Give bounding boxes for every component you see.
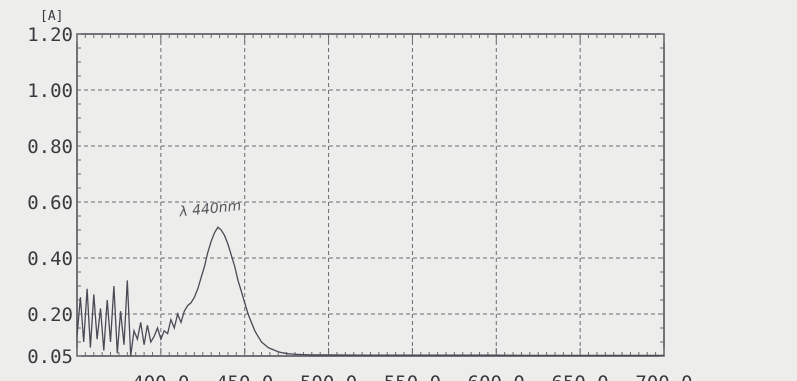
- series-line: [76, 226, 664, 357]
- tick-marks: [76, 33, 665, 357]
- x-tick-label: 450.0: [216, 372, 273, 381]
- y-tick-labels: 1.20 1.00 0.80 0.60 0.40 0.20 0.05: [27, 24, 73, 368]
- y-tick-label: 0.80: [27, 136, 73, 158]
- y-tick-label: 0.20: [27, 304, 73, 326]
- plot-frame: [76, 33, 665, 357]
- x-tick-label: 700.0: [635, 372, 692, 381]
- grid: [77, 34, 664, 356]
- y-tick-label: 0.05: [27, 346, 73, 368]
- x-tick-label: 550.0: [384, 372, 441, 381]
- x-tick-labels: 400.0 450.0 500.0 550.0 600.0 650.0 700.0: [132, 372, 692, 381]
- y-tick-label: 0.40: [27, 248, 73, 270]
- x-tick-label: 500.0: [300, 372, 357, 381]
- y-tick-label: 1.20: [27, 24, 73, 46]
- peak-annotation: λ 440nm: [178, 198, 242, 220]
- x-tick-label: 400.0: [132, 372, 189, 381]
- y-axis-label: [A]: [40, 9, 63, 24]
- x-tick-label: 600.0: [468, 372, 525, 381]
- x-tick-label: 650.0: [552, 372, 609, 381]
- y-tick-label: 0.60: [27, 192, 73, 214]
- y-tick-label: 1.00: [27, 80, 73, 102]
